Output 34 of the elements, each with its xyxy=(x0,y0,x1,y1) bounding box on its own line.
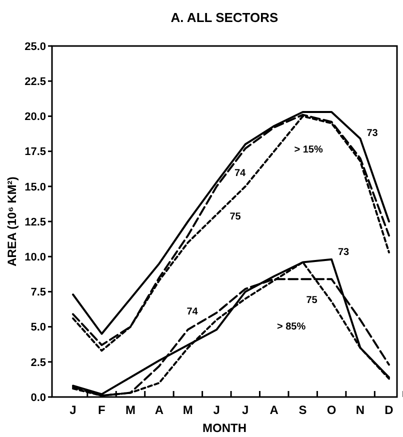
x-tick-label: O xyxy=(326,403,336,417)
x-tick-label: M xyxy=(125,403,136,417)
y-tick-label: 20.0 xyxy=(24,111,46,124)
x-axis-title: MONTH xyxy=(202,421,246,435)
x-tick-label: J xyxy=(70,403,76,417)
series-label: 74 xyxy=(186,306,198,318)
annotation: > 15% xyxy=(294,144,323,156)
y-tick-label: 12.5 xyxy=(24,216,46,228)
y-tick-label: 17.5 xyxy=(24,146,46,158)
x-tick-label: M xyxy=(182,403,193,417)
x-tick-label: N xyxy=(356,403,365,417)
series-label: 73 xyxy=(366,128,378,140)
y-tick-label: 7.5 xyxy=(30,286,46,299)
y-tick-label: 5.0 xyxy=(30,322,46,334)
series-label: 75 xyxy=(306,295,318,306)
x-tick-label: D xyxy=(384,403,394,417)
x-tick-label: A xyxy=(270,403,279,417)
annotation: > 85% xyxy=(277,322,306,333)
y-tick-label: 0.0 xyxy=(30,392,46,404)
y-axis-title: AREA (10⁶ KM²) xyxy=(5,176,19,266)
series-label: 74 xyxy=(234,168,246,179)
x-tick-label: J xyxy=(242,403,249,417)
x-tick-label: F xyxy=(98,403,106,417)
series-label: 73 xyxy=(338,246,350,258)
series-label: 75 xyxy=(230,212,242,223)
chart-title: A. ALL SECTORS xyxy=(170,10,279,25)
y-tick-label: 25.0 xyxy=(24,40,46,53)
y-tick-label: 10.0 xyxy=(24,251,46,264)
x-tick-label: A xyxy=(154,403,164,417)
x-tick-label: S xyxy=(298,403,307,417)
x-tick-label: J xyxy=(213,403,220,417)
y-tick-label: 2.5 xyxy=(30,356,46,369)
y-tick-label: 22.5 xyxy=(24,76,46,88)
y-tick-label: 15.0 xyxy=(24,181,46,194)
